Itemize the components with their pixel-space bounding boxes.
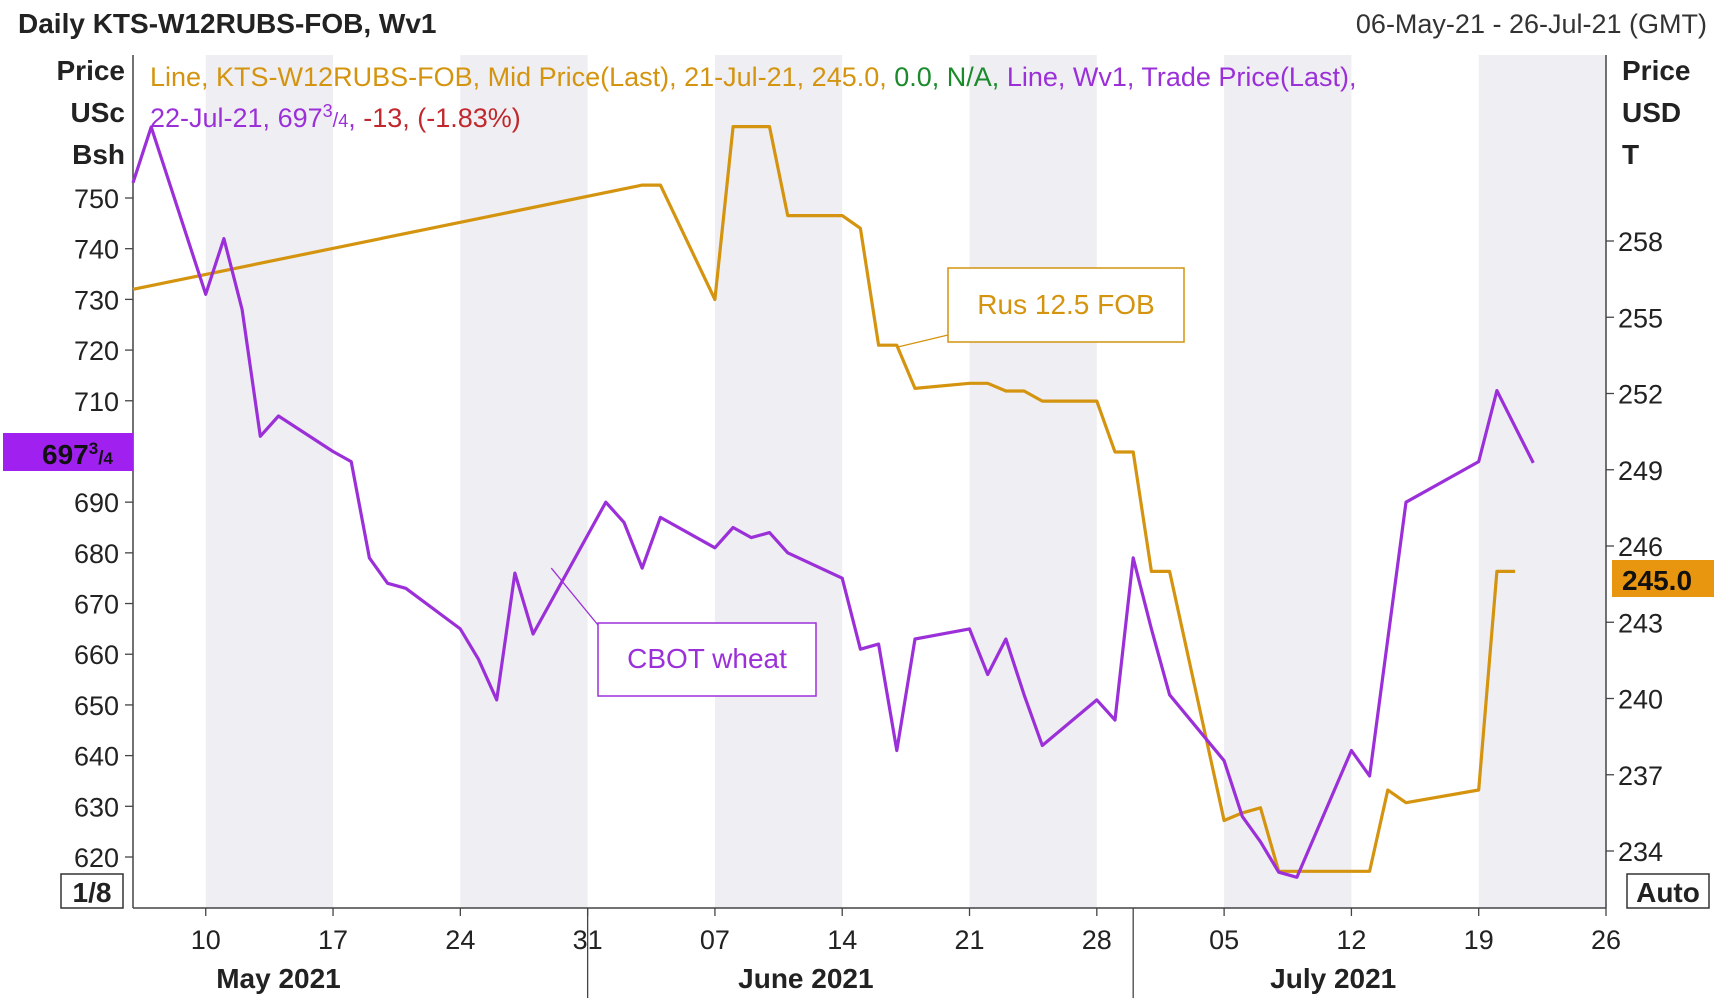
left-axis-title: Price USc Bsh	[57, 55, 126, 170]
right-tick-label: 246	[1618, 532, 1663, 562]
left-price-badge-bg	[3, 433, 133, 471]
right-tick-label: 243	[1618, 608, 1663, 638]
x-tick-label: 12	[1336, 925, 1366, 955]
x-tick-label: 05	[1209, 925, 1239, 955]
week-band	[1224, 55, 1352, 908]
left-tick-label: 670	[74, 590, 119, 620]
legend: Line, KTS-W12RUBS-FOB, Mid Price(Last), …	[150, 62, 1356, 133]
left-tick-label: 750	[74, 184, 119, 214]
x-axis-ticks: 10 17 24 31 07 14 21 28 05 12 19 26	[191, 908, 1621, 955]
series-line-wv1	[131, 125, 1535, 879]
x-tick-label: 19	[1464, 925, 1494, 955]
legend-wheat-fraction-den: 4	[338, 111, 348, 131]
annotation-cbot-label: CBOT wheat	[627, 643, 787, 674]
right-axis-title-line-3: T	[1622, 139, 1639, 170]
date-range: 06-May-21 - 26-Jul-21 (GMT)	[1356, 9, 1707, 39]
week-band	[460, 55, 588, 908]
left-axis-ticks: 620 630 640 650 660 670 680 690 710 720 730 740 750	[74, 184, 133, 873]
month-label: July 2021	[1270, 963, 1396, 994]
x-tick-label: 14	[827, 925, 857, 955]
left-axis-title-line-2: USc	[71, 97, 125, 128]
annotation-cbot-leader	[550, 567, 599, 626]
left-tick-label: 620	[74, 843, 119, 873]
week-band	[714, 55, 843, 908]
legend-wheat-comma: ,	[348, 103, 363, 133]
left-price-badge-num: 3	[89, 439, 98, 458]
x-tick-label: 10	[191, 925, 221, 955]
right-tick-label: 249	[1618, 456, 1663, 486]
left-tick-label: 690	[74, 488, 119, 518]
left-price-badge: 6973/4	[3, 433, 133, 471]
right-tick-label: 258	[1618, 227, 1663, 257]
left-axis-title-line-3: Bsh	[72, 139, 125, 170]
annotation-rus-box	[947, 267, 1185, 343]
series-line-kts-w12rubs-fob	[132, 124, 1516, 873]
left-tick-label: 710	[74, 387, 119, 417]
right-corner-text: Auto	[1636, 877, 1700, 908]
right-tick-label: 240	[1618, 685, 1663, 715]
left-price-badge-slash: /	[98, 448, 104, 469]
weekend-bands	[205, 55, 1606, 908]
x-tick-label: 26	[1591, 925, 1621, 955]
legend-line-1: Line, KTS-W12RUBS-FOB, Mid Price(Last), …	[150, 62, 1356, 92]
legend-segment-2: 0.0, N/A,	[894, 62, 1007, 92]
right-tick-label: 234	[1618, 837, 1663, 867]
left-tick-label: 720	[74, 336, 119, 366]
right-tick-label: 252	[1618, 380, 1663, 410]
right-price-badge-bg	[1612, 560, 1714, 597]
left-corner-label: 1/8	[60, 873, 124, 909]
left-price-badge-int: 697	[42, 439, 89, 470]
left-tick-label: 660	[74, 640, 119, 670]
right-tick-label: 237	[1618, 761, 1663, 791]
week-band	[969, 55, 1097, 908]
left-axis-title-line-1: Price	[57, 55, 126, 86]
x-tick-label: 07	[700, 925, 730, 955]
right-axis-title-line-1: Price	[1622, 55, 1691, 86]
annotation-rus-leader	[896, 334, 949, 348]
month-label: May 2021	[216, 963, 341, 994]
x-tick-label: 24	[445, 925, 475, 955]
week-band	[1478, 55, 1606, 908]
left-tick-label: 640	[74, 742, 119, 772]
month-labels: May 2021 June 2021 July 2021	[216, 908, 1396, 998]
series-lines	[131, 124, 1535, 879]
x-tick-label: 21	[954, 925, 984, 955]
plot-frame	[132, 55, 1607, 909]
legend-segment-3: Line, Wv1, Trade Price(Last),	[1007, 62, 1357, 92]
right-axis-ticks: 234 237 240 243 246 249 252 255 258	[1606, 227, 1663, 867]
right-corner-box	[1626, 873, 1710, 909]
legend-wheat-fraction-num: 3	[323, 101, 333, 121]
left-tick-label: 680	[74, 539, 119, 569]
x-tick-label: 28	[1082, 925, 1112, 955]
legend-wheat-change: -13, (-1.83%)	[363, 103, 521, 133]
right-axis-title: Price USD T	[1622, 55, 1691, 170]
week-band	[205, 55, 334, 908]
right-price-badge: 245.0	[1612, 560, 1714, 597]
left-price-badge-den: 4	[103, 449, 113, 468]
left-price-badge-text: 6973/4	[42, 439, 113, 470]
annotation-cbot: CBOT wheat	[550, 567, 817, 697]
annotation-rus-label: Rus 12.5 FOB	[977, 289, 1154, 320]
right-axis-title-line-2: USD	[1622, 97, 1681, 128]
left-corner-box	[60, 873, 124, 909]
legend-line-2: 22-Jul-21, 6973/4, -13, (-1.83%)	[150, 101, 521, 133]
legend-wheat-date-price: 22-Jul-21, 697	[150, 103, 323, 133]
annotation-rus: Rus 12.5 FOB	[896, 267, 1185, 348]
legend-wheat-fraction-slash: /	[333, 110, 339, 132]
annotation-cbot-box	[597, 622, 817, 697]
left-tick-label: 730	[74, 285, 119, 315]
chart-title: Daily KTS-W12RUBS-FOB, Wv1	[18, 8, 437, 39]
month-label: June 2021	[738, 963, 873, 994]
left-tick-label: 650	[74, 691, 119, 721]
x-tick-label: 17	[318, 925, 348, 955]
right-tick-label: 255	[1618, 303, 1663, 333]
right-price-badge-text: 245.0	[1622, 565, 1692, 596]
legend-segment-1: Line, KTS-W12RUBS-FOB, Mid Price(Last), …	[150, 62, 894, 92]
right-corner-label: Auto	[1626, 873, 1710, 909]
left-tick-label: 630	[74, 792, 119, 822]
left-corner-text: 1/8	[73, 877, 112, 908]
left-tick-label: 740	[74, 235, 119, 265]
